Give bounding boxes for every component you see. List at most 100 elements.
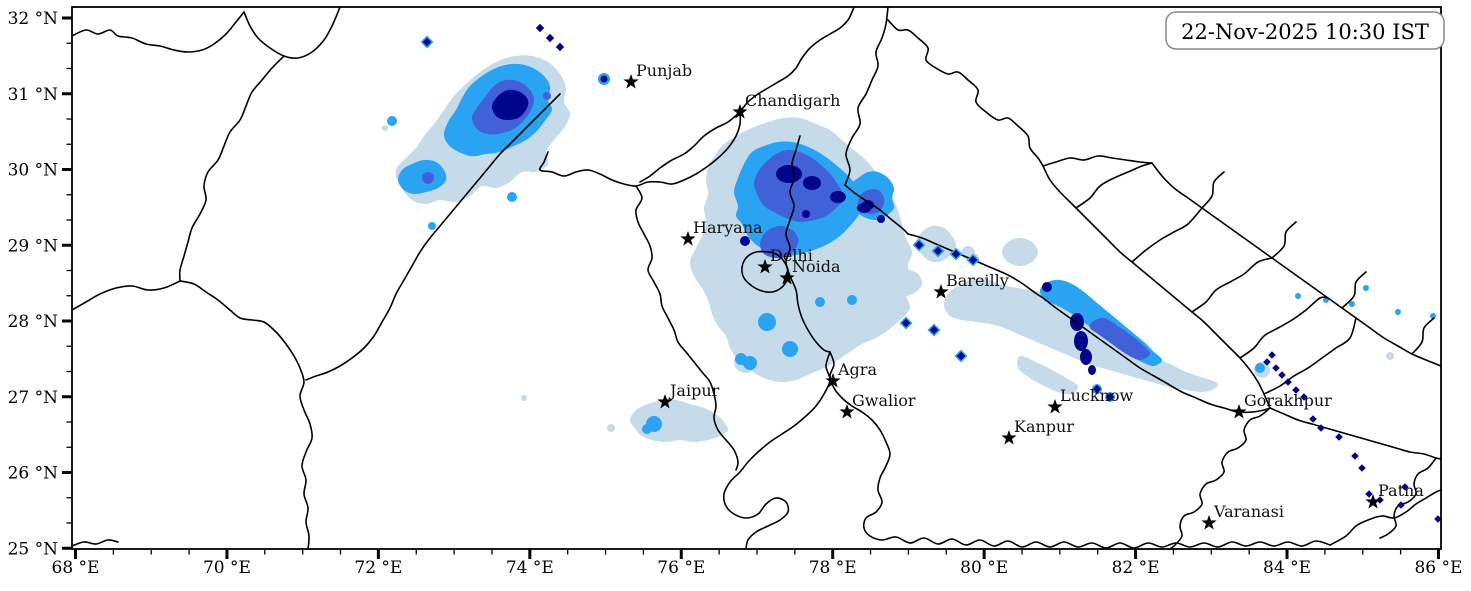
fog-spot [422,172,434,184]
fog-spot [1395,309,1401,315]
fog-spot [387,116,397,126]
border-line [722,351,831,550]
city-marker-star [657,394,673,409]
city-marker-star [779,270,795,285]
x-axis-tick-label: 78 °E [809,558,857,578]
border-line [1411,317,1435,355]
border-line [178,55,285,282]
fog-spot [1295,293,1301,299]
x-axis-tick-label: 86 °E [1414,558,1462,578]
city-label: Haryana [693,218,763,237]
fog-detection-marker [1105,392,1115,402]
x-axis-tick-label: 72 °E [354,558,402,578]
fog-spot [1070,313,1084,331]
border-line [1169,407,1271,550]
border-line [179,280,313,550]
fog-detection-marker [933,246,943,256]
border-line [887,19,1044,167]
city-marker-star [1047,399,1063,414]
detection-marker-layer [420,23,1442,523]
fog-spot [740,236,750,246]
track-dot-marker [1300,393,1308,401]
border-line [1269,407,1442,460]
x-axis-tick-label: 74 °E [506,558,554,578]
fog-region [1017,355,1079,395]
fog-spot [1349,301,1355,307]
timestamp-text: 22-Nov-2025 10:30 IST [1181,20,1429,44]
city-label: Gorakhpur [1244,391,1332,410]
fog-spot [758,313,776,331]
fog-spot [862,200,874,210]
border-line [71,280,181,311]
y-axis-tick-label: 28 °N [8,312,59,332]
border-line [844,184,909,235]
fog-spot [847,295,857,305]
fog-region [1002,238,1038,266]
border-line [1131,207,1203,263]
fog-spot [1074,331,1088,351]
border-line [785,135,831,353]
border-line [844,6,889,186]
fog-spot [1088,365,1096,375]
fog-spot [803,176,821,190]
fog-spot [382,125,388,131]
border-line [829,351,1331,549]
fog-spot [830,191,846,203]
fog-detection-marker [545,33,555,43]
track-dot-marker [1397,501,1405,509]
y-axis-tick-label: 30 °N [8,161,59,181]
fog-detection-marker [555,42,565,52]
border-line [305,93,561,381]
track-dot-marker [1272,364,1280,372]
fog-spot [782,341,798,357]
city-label: Punjab [636,61,692,80]
track-dot-marker [1358,464,1366,472]
fog-spot [1363,285,1369,291]
axis-tick-layer: 68 °E 70 °E 72 °E 74 °E 76 °E 78 °E 80 °E 82 °E… [8,9,1463,578]
fog-spot [507,192,517,202]
fog-spot [543,92,551,100]
border-line [1379,457,1437,539]
border-line [1151,162,1442,367]
fog-spot [521,395,527,401]
border-line [1191,257,1273,313]
track-dot-marker [1365,490,1373,498]
city-label: Lucknow [1060,386,1134,405]
x-axis-tick-label: 82 °E [1112,558,1160,578]
track-dot-marker [1284,378,1292,386]
fog-spot [600,75,608,83]
city-marker-star [1201,515,1217,530]
city-marker-star [1001,430,1017,445]
x-axis-tick-label: 68 °E [52,558,100,578]
fog-detection-marker [1092,384,1102,394]
map-frame [71,6,1442,550]
track-dot-marker [1317,424,1325,432]
city-label: Delhi [770,246,813,265]
city-marker-star [757,259,773,274]
fog-detection-marker [968,255,978,265]
fog-spot [1042,282,1052,292]
track-dot-marker [1434,515,1442,523]
border-line [635,185,739,471]
border-line [243,6,341,60]
city-label: Patna [1378,481,1424,500]
track-dot-marker [1278,371,1286,379]
city-label: Agra [837,360,877,379]
x-axis-tick-label: 70 °E [203,558,251,578]
city-label: Gwalior [852,391,916,410]
fog-detection-marker [956,351,966,361]
border-line [71,11,245,53]
fog-spot [607,424,615,432]
fog-spot [877,215,885,223]
track-dot-marker [1335,433,1343,441]
city-marker-star [623,74,639,89]
city-marker-star [680,231,696,246]
border-line [1042,165,1271,409]
border-line [1263,317,1357,395]
fog-spot [642,424,652,434]
border-line [538,111,742,187]
y-axis-tick-label: 31 °N [8,85,59,105]
track-dot-marker [1292,386,1300,394]
track-dot-marker [1351,452,1359,460]
